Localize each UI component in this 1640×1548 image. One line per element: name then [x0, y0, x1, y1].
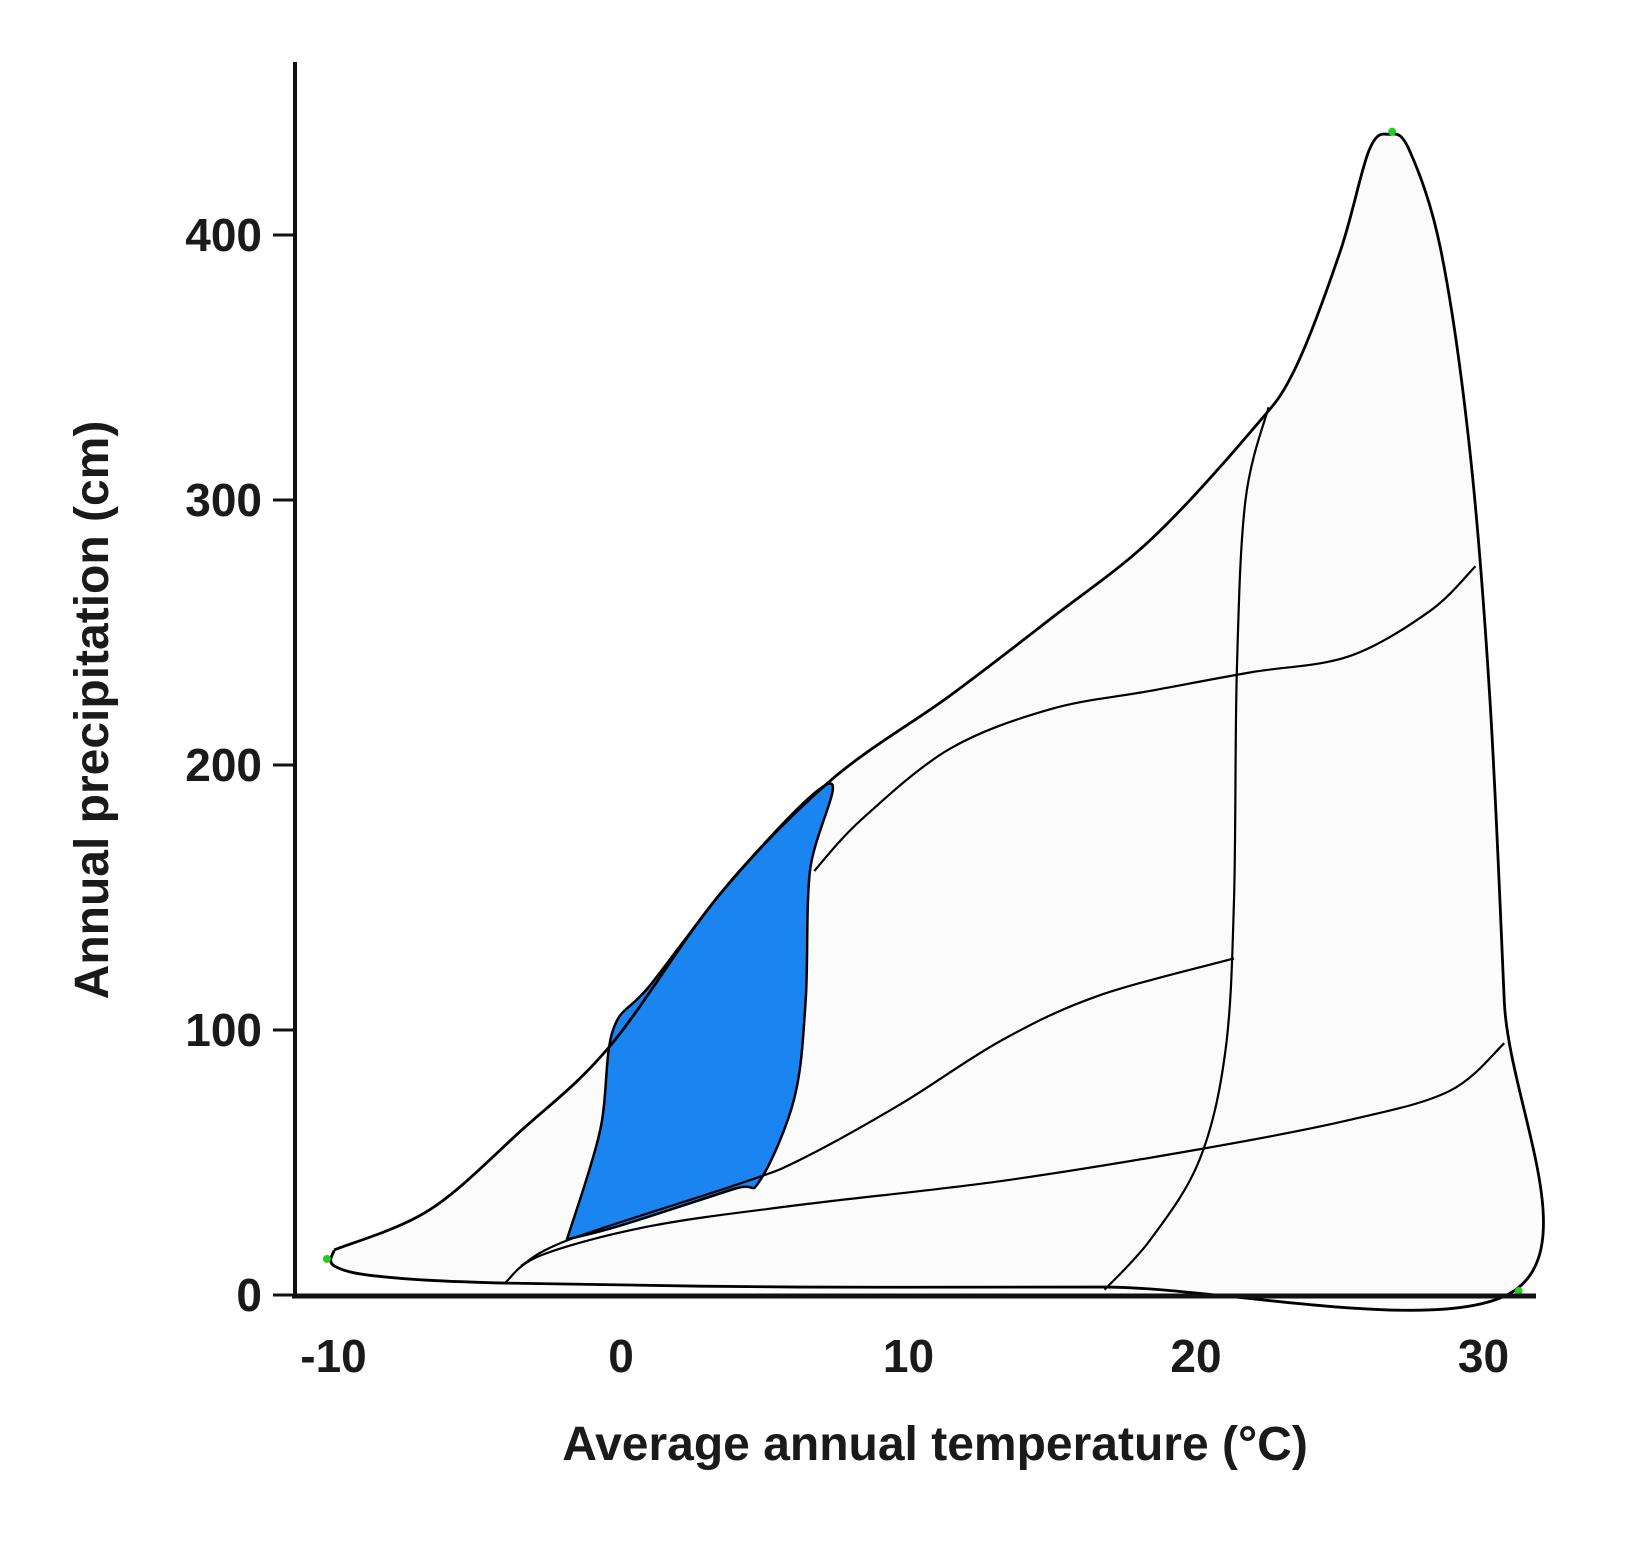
y-tick-label: 200: [185, 739, 262, 791]
series-line-boundary-D: [1103, 406, 1270, 1291]
highlighted-region: [565, 782, 835, 1242]
y-ticks: 0 100 200 300 400: [185, 209, 295, 1321]
x-axis-title: Average annual temperature (°C): [562, 1418, 1308, 1471]
y-tick-label: 400: [185, 209, 262, 261]
series-line-boundary-A: [504, 1042, 1505, 1284]
series-line-boundary-C: [813, 565, 1477, 872]
x-tick-label: 30: [1458, 1330, 1509, 1382]
y-axis-title: Annual precipitation (cm): [66, 421, 119, 1000]
plot-area: [322, 127, 1545, 1312]
marker-point: [1388, 127, 1397, 136]
series-line-boundary-B: [520, 957, 1235, 1267]
marker-point: [1514, 1287, 1523, 1296]
x-tick-label: 10: [883, 1330, 934, 1382]
y-tick-label: 100: [185, 1004, 262, 1056]
y-tick-label: 0: [236, 1269, 262, 1321]
series-line-outer-boundary: [329, 132, 1545, 1312]
x-tick-label: 0: [608, 1330, 634, 1382]
marker-point: [322, 1254, 331, 1263]
x-ticks: -10 0 10 20 30: [300, 1330, 1509, 1382]
x-tick-label: -10: [300, 1330, 366, 1382]
y-tick-label: 300: [185, 474, 262, 526]
x-tick-label: 20: [1170, 1330, 1221, 1382]
